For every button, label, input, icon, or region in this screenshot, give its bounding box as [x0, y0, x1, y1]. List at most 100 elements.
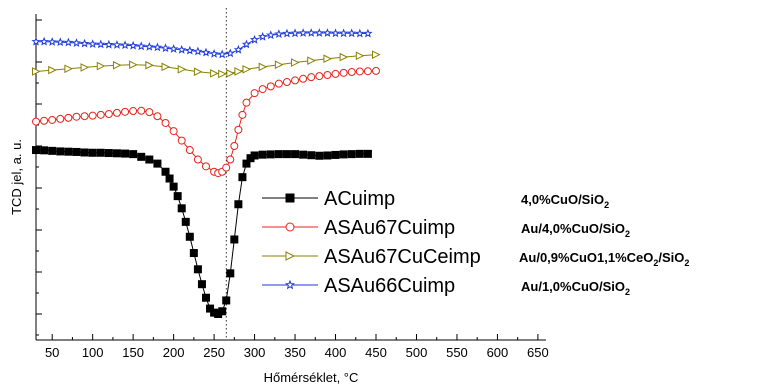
data-point [193, 67, 203, 77]
data-point [161, 167, 170, 176]
series-ASAu66Cuimp [31, 28, 373, 59]
data-point [193, 265, 202, 274]
data-point [258, 31, 268, 41]
legend-series-name: ASAu67Cuimp [324, 217, 455, 239]
data-point [322, 28, 333, 37]
data-point [291, 58, 300, 67]
x-tick-label: 450 [365, 345, 387, 360]
data-point [241, 39, 252, 49]
x-axis-ticks: 50 100 150 200 250 300 350 400 450 500 550 600 650 [45, 334, 549, 360]
data-point [145, 108, 154, 117]
data-point [331, 69, 340, 78]
data-point [226, 155, 235, 164]
data-point [339, 52, 349, 62]
data-point [31, 36, 41, 46]
data-point [185, 146, 194, 155]
data-point [250, 151, 259, 160]
data-point [234, 200, 243, 209]
data-point [234, 125, 243, 134]
data-point [258, 62, 268, 72]
data-point [152, 42, 163, 52]
data-point [323, 71, 332, 80]
data-point [242, 159, 251, 168]
legend-series-name: ACuimp [324, 188, 395, 210]
data-point [339, 68, 348, 77]
data-point [202, 293, 210, 302]
x-tick-label: 500 [406, 345, 428, 360]
data-point [177, 204, 186, 213]
data-point [238, 110, 247, 119]
data-point [80, 112, 89, 121]
data-point [258, 85, 267, 94]
data-point [274, 29, 284, 39]
data-point [88, 148, 97, 157]
x-tick-label: 200 [163, 345, 185, 360]
data-point [307, 73, 316, 82]
data-point [274, 79, 283, 88]
data-point [284, 279, 296, 290]
data-point [282, 28, 292, 38]
data-point [40, 146, 49, 155]
data-point [48, 146, 57, 155]
data-point [145, 155, 154, 164]
data-point [355, 67, 364, 76]
data-point [185, 45, 195, 55]
data-point [169, 182, 178, 191]
legend-item: ASAu67CuCeimp Au/0,9%CuO1,1%CeO2/SiO2 [262, 246, 689, 268]
data-point [88, 111, 97, 120]
data-point [104, 39, 114, 49]
data-point [160, 43, 171, 53]
data-point [202, 162, 210, 171]
data-point [112, 108, 121, 117]
series-layer [31, 28, 381, 318]
data-point [274, 60, 284, 70]
data-point [161, 118, 170, 127]
data-point [372, 50, 381, 59]
data-point [233, 44, 244, 54]
data-point [209, 48, 219, 58]
data-point [64, 64, 73, 74]
x-tick-label: 650 [527, 345, 549, 360]
data-point [63, 37, 74, 47]
legend-series-name: ASAu66Cuimp [324, 275, 455, 297]
data-point [96, 110, 105, 119]
data-point [145, 60, 154, 70]
data-point [39, 36, 49, 46]
data-point [282, 150, 291, 159]
data-point [197, 280, 206, 289]
data-point [32, 117, 40, 126]
data-point [307, 151, 316, 160]
data-point [266, 82, 275, 91]
data-point [210, 69, 219, 78]
legend-series-description: Au/0,9%CuO1,1%CeO2/SiO2 [519, 250, 689, 268]
data-point [185, 232, 194, 241]
data-point [222, 163, 231, 172]
series-ACuimp [32, 146, 372, 318]
data-point [121, 149, 130, 158]
data-point [173, 192, 182, 201]
data-point [96, 39, 106, 49]
data-point [230, 141, 239, 150]
data-point [79, 38, 90, 48]
data-point [177, 65, 187, 74]
x-tick-label: 350 [284, 345, 306, 360]
x-tick-label: 150 [122, 345, 144, 360]
data-point [306, 28, 316, 37]
x-tick-label: 100 [82, 345, 104, 360]
data-point [72, 147, 81, 156]
data-point [315, 72, 324, 81]
data-point [234, 67, 243, 76]
data-point [218, 69, 227, 79]
data-point [169, 127, 178, 136]
data-point [363, 67, 372, 76]
data-point [347, 68, 356, 77]
data-point [56, 147, 65, 156]
data-point [363, 28, 373, 38]
data-point [153, 112, 162, 121]
data-point [323, 151, 332, 160]
data-point [137, 106, 146, 115]
data-point [355, 28, 365, 38]
data-point [323, 54, 333, 64]
data-point [274, 150, 283, 159]
